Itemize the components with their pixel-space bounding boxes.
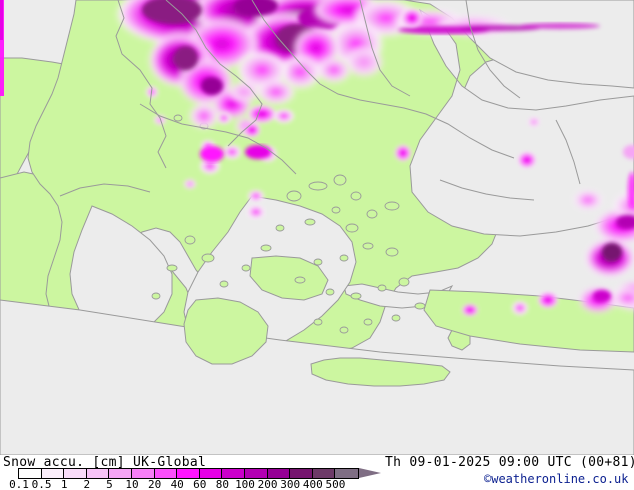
colorbar-swatch-300 [290, 469, 313, 478]
colorbar-tick-0.1: 0.1 [9, 478, 29, 490]
border-turkey-internal [439, 179, 535, 201]
border-turkey-north [555, 119, 581, 185]
colorbar-tick-5: 5 [106, 478, 113, 490]
border-greece-north [139, 103, 297, 175]
colorbar-swatch-60 [199, 469, 223, 478]
colorbar-tick-0.5: 0.5 [31, 478, 52, 490]
borders-layer [59, 0, 581, 201]
colorbar-tick-20: 20 [147, 478, 162, 490]
colorbar-tick-60: 60 [193, 478, 207, 490]
colorbar-tick-200: 200 [257, 478, 278, 490]
map-canvas[interactable] [0, 0, 634, 455]
colorbar-swatch-500 [335, 469, 358, 478]
border-bulgaria-south [251, 0, 515, 159]
border-macedonia [165, 0, 263, 147]
sea-mediterranean [0, 299, 634, 455]
border-adriatic-coast [59, 183, 151, 197]
border-bulgaria-serbia [359, 0, 411, 97]
colorbar-swatch-40 [177, 469, 200, 478]
colorbar-swatch-1 [64, 469, 87, 478]
aegean-islands [151, 114, 426, 334]
colorbar-tick-40: 40 [170, 478, 184, 490]
colorbar-swatch-100 [244, 469, 268, 478]
colorbar-tick-100: 100 [235, 478, 255, 490]
sea-black-sea [409, 8, 634, 237]
colorbar-tick-80: 80 [215, 478, 230, 490]
colorbar-swatch-200 [267, 469, 291, 478]
colorbar-swatch-80 [222, 469, 245, 478]
map-svg [0, 0, 634, 455]
colorbar-overflow-arrow-icon [359, 468, 381, 478]
colorbar-swatch-20 [154, 469, 178, 478]
colorbar-swatch-400 [312, 469, 336, 478]
land-crete [310, 357, 451, 387]
legend-bar: Snow accu. [cm] UK-Global Th 09-01-2025 … [0, 455, 634, 490]
border-albania-west [115, 0, 167, 169]
colorbar-swatch-0.5 [41, 469, 65, 478]
colorbar-tick-2: 2 [83, 478, 91, 490]
colorbar-swatch-0.1 [19, 469, 42, 478]
legend-title: Snow accu. [cm] UK-Global [3, 455, 207, 470]
colorbar-swatches [18, 468, 359, 479]
land-turkey-south-coast [423, 289, 634, 353]
colorbar-tick-10: 10 [125, 478, 139, 490]
colorbar-tick-500: 500 [325, 478, 346, 490]
colorbar-tick-400: 400 [302, 478, 323, 490]
colorbar-swatch-5 [109, 469, 132, 478]
colorbar-swatch-2 [86, 469, 110, 478]
forecast-valid-time: Th 09-01-2025 09:00 UTC (00+81) [385, 455, 634, 470]
colorbar-swatch-10 [131, 469, 155, 478]
colorbar-tick-300: 300 [280, 478, 301, 490]
colorbar-tick-labels: 0.1 0.5 1 2 5 10 20 40 60 80 100 200 300 400 500 [9, 478, 359, 490]
border-bulgaria-east [465, 0, 521, 99]
copyright-link[interactable]: ©weatheronline.co.uk [484, 472, 629, 486]
land-attica-euboea [249, 255, 329, 301]
land-peloponnese [183, 297, 269, 365]
snow-accumulation-layer [0, 0, 634, 316]
land-south-layer [183, 255, 634, 387]
colorbar-tick-1: 1 [60, 478, 68, 490]
